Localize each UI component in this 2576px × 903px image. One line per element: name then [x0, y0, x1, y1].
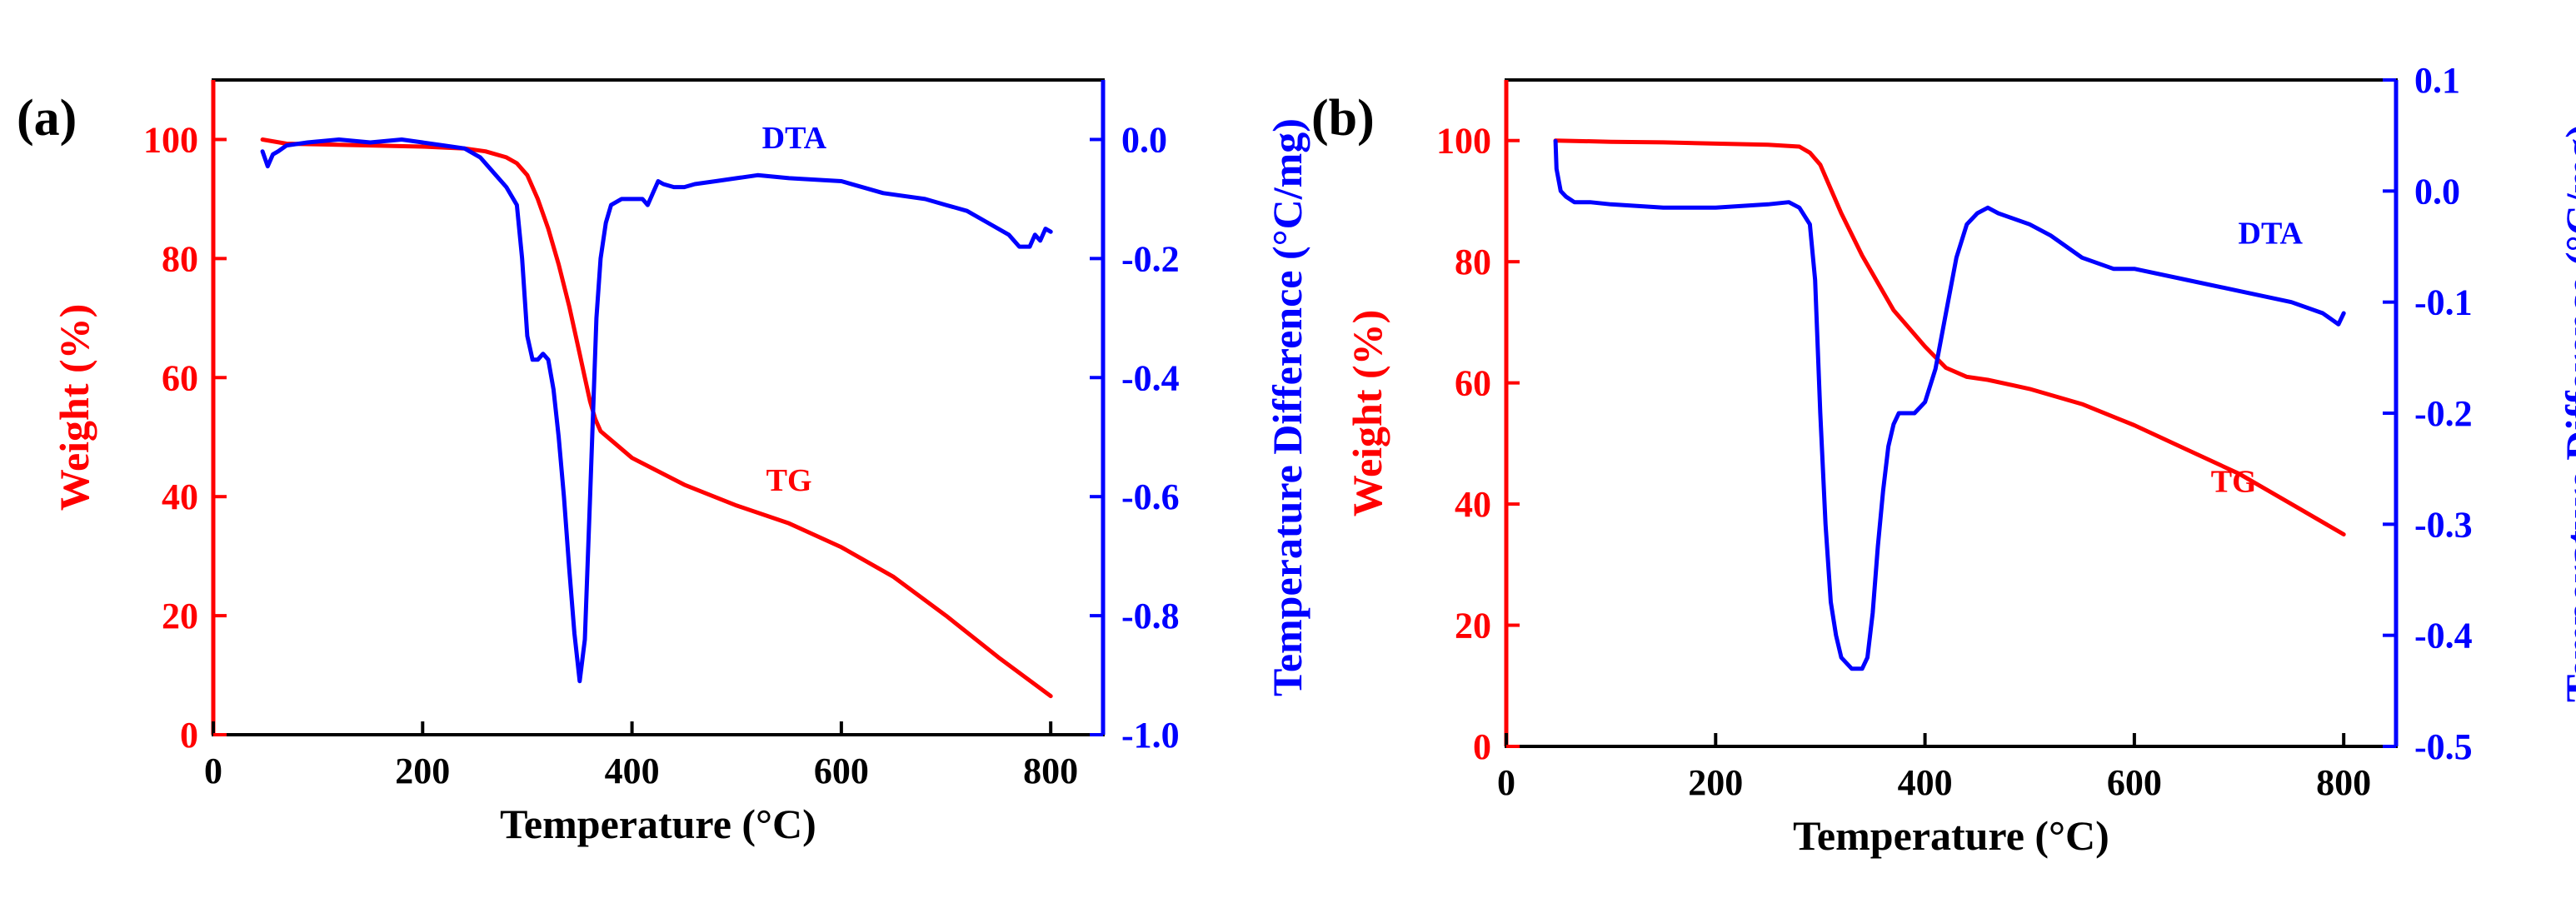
- y-right-tick-label: -0.8: [1121, 596, 1180, 636]
- y-left-tick-label: 80: [162, 238, 198, 279]
- panel-b: (b) 0 200 400 600 800 0 20 40 60 80 100 -0.5 -0.4 -0.…: [1311, 60, 2576, 859]
- y-right-tick-label: 0.1: [2414, 60, 2460, 101]
- y-right-tick-label: -1.0: [1121, 715, 1180, 756]
- y-left-tick-label: 60: [162, 357, 198, 398]
- y-right-tick-label: -0.5: [2414, 726, 2473, 767]
- x-tick-label: 600: [814, 751, 869, 791]
- y-right-axis-title: Temperature Difference (°C/mg): [2557, 124, 2576, 702]
- y-right-tick-label: 0.0: [2414, 171, 2460, 212]
- y-right-tick-label: -0.2: [1121, 238, 1180, 279]
- y-left-tick-label: 0: [1473, 726, 1491, 767]
- y-left-tick-label: 100: [1436, 121, 1491, 162]
- panel-b-plot-frame: [1505, 78, 2398, 748]
- tg-series-line: [1553, 138, 2346, 536]
- y-right-tick-label: -0.6: [1121, 476, 1180, 517]
- tg-series-line: [260, 137, 1053, 699]
- panel-b-label: (b): [1311, 90, 1375, 147]
- panel-a-label: (a): [17, 90, 77, 147]
- y-right-tick-label: -0.4: [1121, 357, 1180, 398]
- y-right-axis-title: Temperature Difference (°C/mg): [1264, 118, 1310, 696]
- y-right-tick-label: -0.4: [2414, 616, 2473, 656]
- x-tick-label: 800: [2316, 762, 2371, 803]
- y-left-axis-title: Weight (%): [1344, 310, 1390, 517]
- y-left-axis-title: Weight (%): [51, 304, 97, 511]
- x-axis-title: Temperature (°C): [1793, 812, 2109, 859]
- y-right-tick-label: -0.2: [2414, 393, 2473, 434]
- x-tick-label: 400: [605, 751, 660, 791]
- y-left-tick-label: 20: [162, 596, 198, 636]
- y-left-tick-label: 20: [1455, 606, 1491, 646]
- tg-curve-label: TG: [766, 463, 812, 498]
- y-right-tick-label: -0.1: [2414, 282, 2473, 323]
- y-left-tick-label: 100: [143, 119, 198, 160]
- x-tick-label: 600: [2107, 762, 2162, 803]
- y-left-tick-label: 80: [1455, 242, 1491, 282]
- x-tick-label: 800: [1023, 751, 1078, 791]
- y-right-tick-label: 0.0: [1121, 119, 1167, 160]
- x-tick-label: 0: [1497, 762, 1515, 803]
- x-tick-label: 0: [204, 751, 222, 791]
- y-left-tick-label: 0: [180, 715, 198, 756]
- x-tick-label: 400: [1898, 762, 1953, 803]
- dta-series-line: [1553, 138, 2346, 671]
- x-tick-label: 200: [395, 751, 450, 791]
- dta-series-line: [260, 137, 1053, 684]
- x-tick-label: 200: [1688, 762, 1743, 803]
- dta-curve-label: DTA: [2239, 216, 2304, 251]
- y-left-tick-label: 60: [1455, 363, 1491, 404]
- dta-curve-label: DTA: [762, 121, 827, 156]
- y-left-tick-label: 40: [162, 476, 198, 517]
- tg-curve-label: TG: [2211, 465, 2257, 500]
- y-left-tick-label: 40: [1455, 484, 1491, 525]
- y-right-tick-label: -0.3: [2414, 504, 2473, 545]
- panel-a: (a) 0 200 400 600 800 0 20 40 60 80 100 -1.0 -0.8 -0.…: [17, 78, 1310, 847]
- x-axis-title: Temperature (°C): [500, 801, 816, 847]
